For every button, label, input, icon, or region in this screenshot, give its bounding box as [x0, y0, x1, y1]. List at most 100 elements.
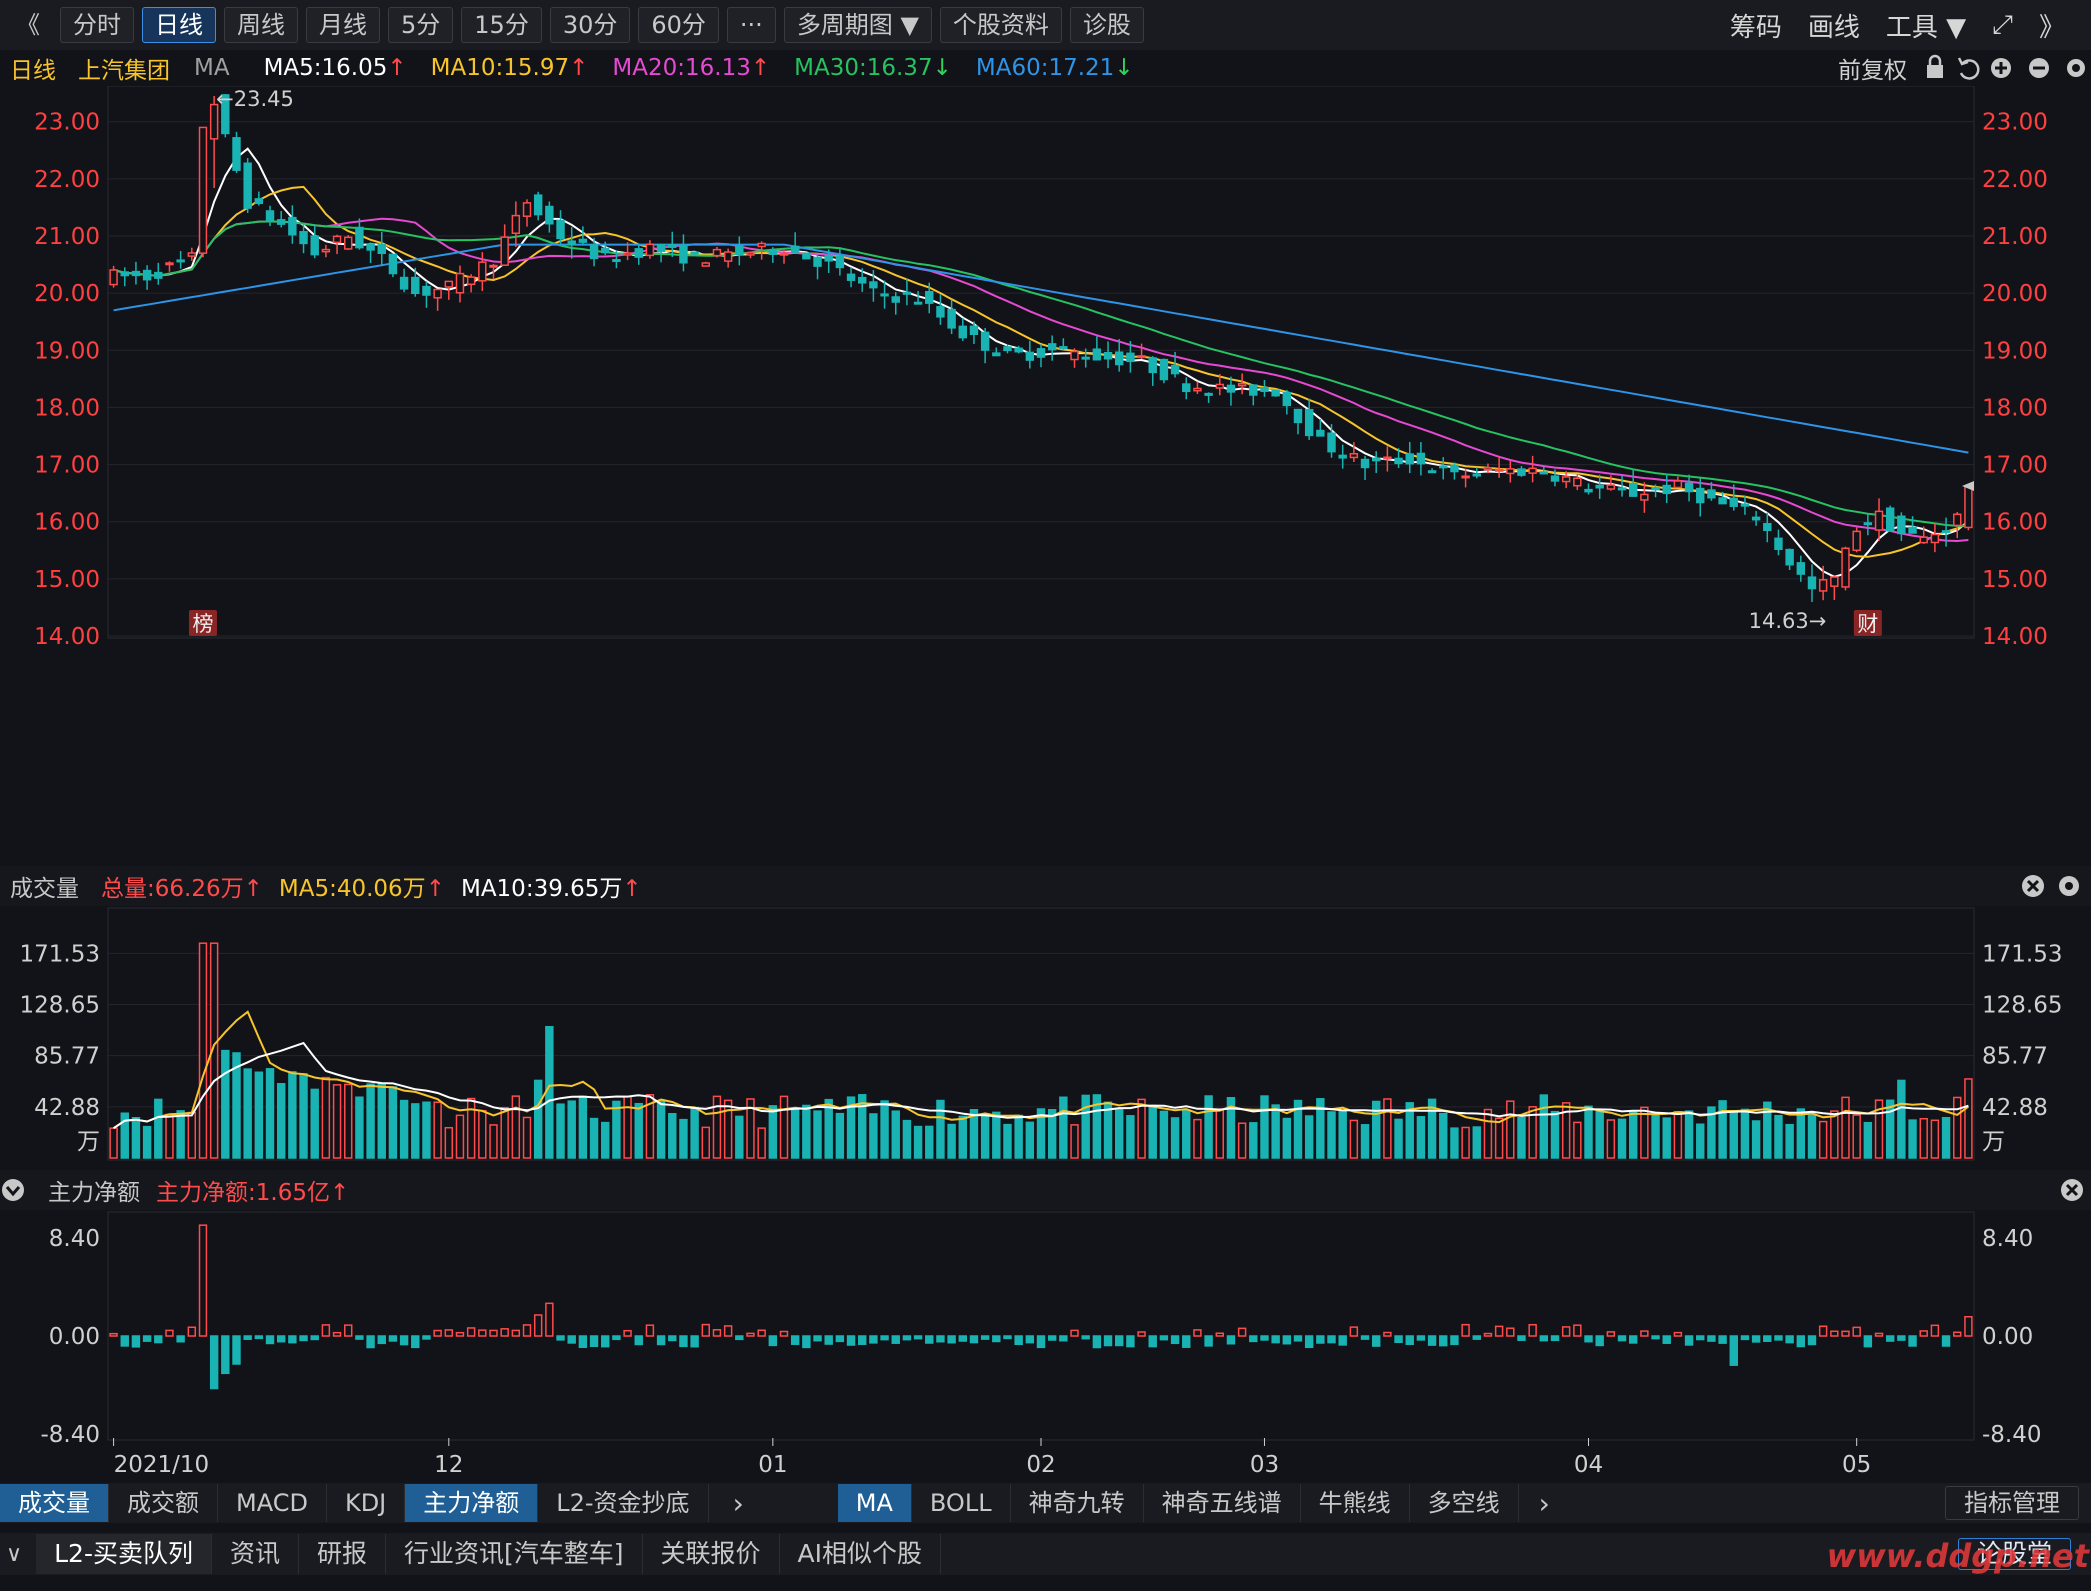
- settings-icon[interactable]: [2067, 59, 2085, 77]
- net-flow-bar: [299, 1335, 308, 1342]
- net-flow-chart[interactable]: 8.40 8.40 0.00 0.00 -8.40 -8.40 2021/10 12 01 02 0…: [0, 1210, 2091, 1483]
- overlay-tab-2[interactable]: 神奇九转: [1011, 1484, 1144, 1522]
- lock-icon[interactable]: [1927, 54, 1943, 78]
- plot-frame: [107, 86, 1975, 639]
- volume-bar: [1897, 1079, 1906, 1159]
- overlay-tab-3[interactable]: 神奇五线谱: [1144, 1484, 1301, 1522]
- candle: [1718, 491, 1727, 505]
- panel-tab-1[interactable]: 资讯: [212, 1534, 299, 1574]
- net-flow-bar: [1249, 1335, 1258, 1343]
- indicator-tab-1[interactable]: 成交额: [109, 1484, 218, 1522]
- chevron-right-icon[interactable]: ›: [732, 1486, 744, 1520]
- collapse-icon[interactable]: ∨: [6, 1541, 23, 1567]
- period-button-4[interactable]: 5分: [388, 7, 454, 43]
- back-button[interactable]: 《: [16, 11, 40, 39]
- net-flow-bar: [612, 1335, 621, 1341]
- net-flow-bar: [1439, 1335, 1448, 1347]
- toolbar-right-item-3[interactable]: ⤢: [1992, 9, 2013, 40]
- panel-tab-2[interactable]: 研报: [299, 1534, 386, 1574]
- volume-bar: [947, 1123, 956, 1159]
- close-icon[interactable]: [2022, 875, 2044, 897]
- period-button-9[interactable]: 多周期图 ▼: [783, 7, 932, 43]
- volume-chart[interactable]: 171.53 171.53 128.65 128.65 85.77 85.77 42.88 4…: [0, 906, 2091, 1176]
- indicator-tab-4[interactable]: 主力净额: [405, 1484, 539, 1522]
- candle: [913, 291, 923, 305]
- period-button-1[interactable]: 日线: [142, 7, 216, 43]
- net-flow-bar: [1036, 1335, 1046, 1349]
- collapse-icon[interactable]: [0, 1177, 26, 1203]
- close-icon[interactable]: [2057, 1175, 2087, 1205]
- period-button-5[interactable]: 15分: [461, 7, 542, 43]
- candle: [1159, 358, 1169, 384]
- overlay-tab-4[interactable]: 牛熊线: [1301, 1484, 1410, 1522]
- chevron-right-icon[interactable]: ›: [1538, 1486, 1550, 1520]
- candle: [1271, 389, 1280, 397]
- panel-tab-5[interactable]: AI相似个股: [780, 1534, 942, 1574]
- net-flow-bar: [701, 1323, 711, 1337]
- period-button-3[interactable]: 月线: [306, 7, 380, 43]
- volume-bar: [668, 1113, 677, 1159]
- zoom-out-icon[interactable]: [2029, 58, 2049, 78]
- period-button-7[interactable]: 60分: [638, 7, 719, 43]
- toolbar-right-item-2[interactable]: 工具 ▼: [1885, 12, 1967, 43]
- volume-bar: [1662, 1117, 1671, 1159]
- volume-bar: [411, 1103, 420, 1159]
- indicator-tab-2[interactable]: MACD: [218, 1484, 327, 1522]
- candle: [1885, 505, 1895, 532]
- period-button-11[interactable]: 诊股: [1069, 7, 1144, 43]
- volume-ma10-value: MA10:39.65万: [460, 876, 623, 902]
- period-button-2[interactable]: 周线: [224, 7, 298, 43]
- net-flow-bar: [545, 1302, 554, 1337]
- volume-bar: [332, 1084, 342, 1159]
- candle: [623, 242, 632, 261]
- adjust-mode[interactable]: 前复权: [1838, 58, 1907, 84]
- candle: [1751, 510, 1761, 526]
- volume-bar: [355, 1096, 364, 1159]
- net-flow-bar: [1763, 1335, 1772, 1342]
- toolbar-right-item-4[interactable]: 》: [2038, 12, 2065, 43]
- net-flow-bar: [1416, 1335, 1426, 1341]
- net-flow-bar: [1539, 1335, 1549, 1342]
- forum-button[interactable]: 论股堂: [1957, 1538, 2071, 1570]
- y-tick-right: 20.00: [1982, 281, 2048, 307]
- zoom-in-icon[interactable]: [1991, 58, 2011, 78]
- candle: [165, 261, 174, 272]
- candle: [1014, 345, 1023, 354]
- overlay-tab-1[interactable]: BOLL: [912, 1484, 1011, 1522]
- volume-bar: [232, 1052, 241, 1159]
- volume-ma5-line: [113, 1010, 1969, 1130]
- settings-icon[interactable]: [2059, 876, 2079, 896]
- panel-tab-0[interactable]: L2-买卖队列: [36, 1534, 212, 1574]
- y-tick-left: -8.40: [40, 1422, 100, 1448]
- indicator-tab-0[interactable]: 成交量: [0, 1484, 109, 1522]
- volume-bar: [276, 1083, 286, 1159]
- period-button-6[interactable]: 30分: [549, 7, 631, 43]
- panel-tab-4[interactable]: 关联报价: [643, 1534, 780, 1574]
- net-flow-bar: [1885, 1335, 1895, 1342]
- toolbar-right-item-0[interactable]: 筹码: [1729, 12, 1782, 43]
- period-button-8[interactable]: ···: [726, 7, 776, 43]
- overlay-tab-5[interactable]: 多空线: [1410, 1484, 1519, 1522]
- indicator-manage-button[interactable]: 指标管理: [1945, 1486, 2079, 1520]
- toolbar-right-item-1[interactable]: 画线: [1807, 12, 1860, 43]
- event-marker[interactable]: 榜: [188, 610, 217, 636]
- period-button-0[interactable]: 分时: [60, 7, 134, 43]
- candlestick-chart[interactable]: 23.00 23.00 22.00 22.00 21.00 21.00 20.00 20.00…: [0, 86, 2091, 866]
- candle: [969, 321, 979, 345]
- indicator-name[interactable]: MA: [194, 55, 230, 81]
- volume-bar: [154, 1098, 163, 1159]
- volume-bar: [131, 1117, 141, 1159]
- period-button-10[interactable]: 个股资料: [939, 7, 1062, 43]
- net-flow-bar: [1237, 1327, 1247, 1337]
- indicator-tab-5[interactable]: L2-资金抄底: [538, 1484, 709, 1522]
- panel-tab-3[interactable]: 行业资讯[汽车整车]: [386, 1534, 643, 1574]
- overlay-tab-0[interactable]: MA: [837, 1484, 912, 1522]
- volume-bar: [1517, 1116, 1526, 1159]
- undo-icon[interactable]: [1957, 57, 1980, 80]
- y-tick-left: 18.00: [34, 395, 100, 421]
- net-flow-bar: [366, 1335, 375, 1349]
- net-flow-bar: [1215, 1332, 1224, 1337]
- indicator-tab-3[interactable]: KDJ: [327, 1484, 406, 1522]
- volume-bar: [1316, 1098, 1325, 1159]
- event-marker[interactable]: 财: [1853, 610, 1882, 636]
